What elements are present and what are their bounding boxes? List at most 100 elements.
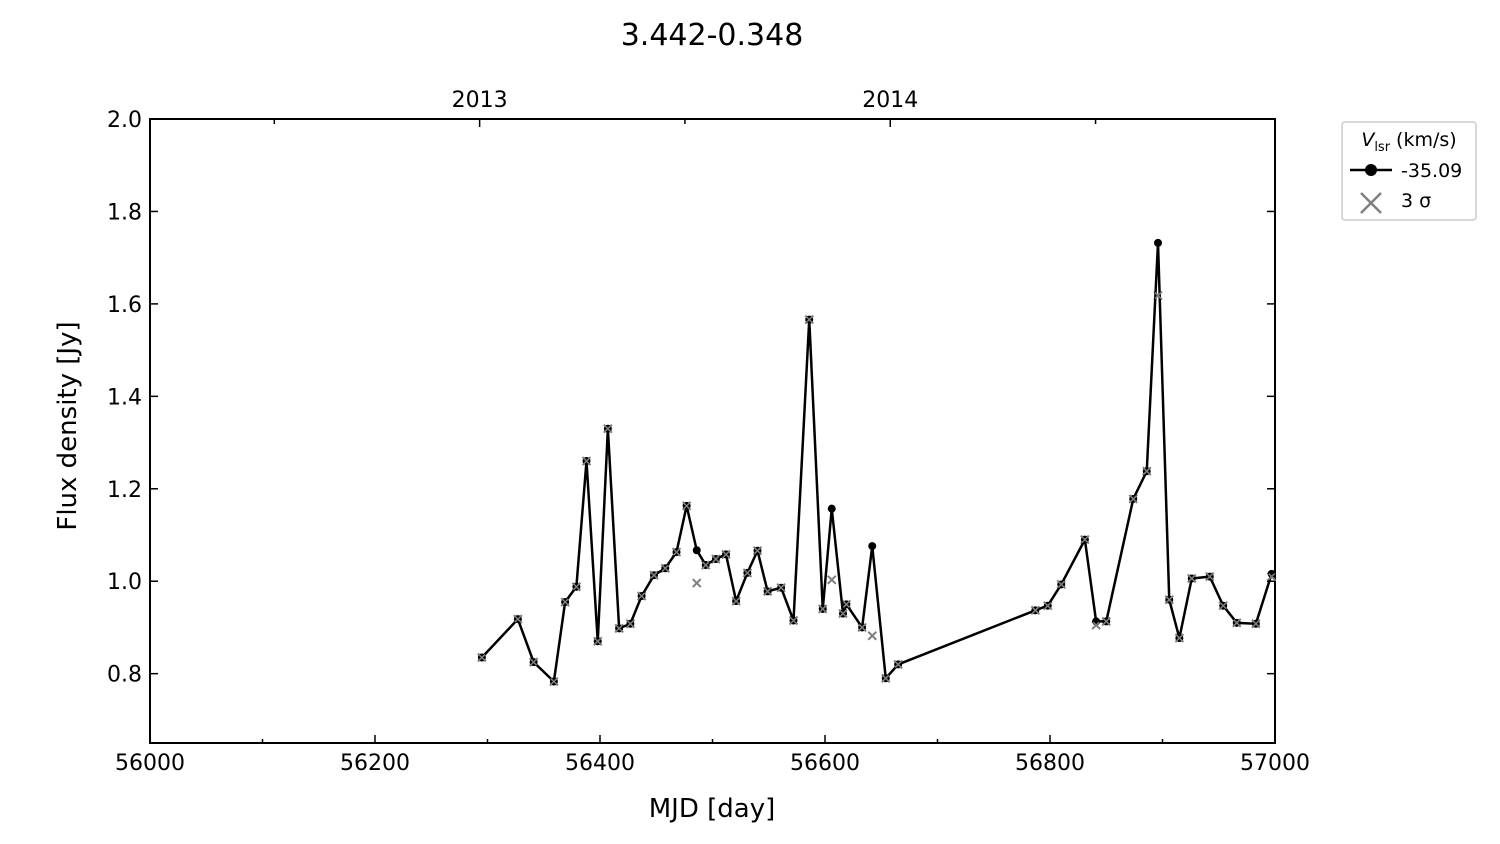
sigma-point-overlay: [839, 610, 847, 618]
sigma-point-overlay: [672, 548, 681, 556]
legend-marker-circle: [1365, 164, 1377, 176]
sigma-point-stroke: [1129, 495, 1137, 503]
sigma-point-overlay: [1081, 536, 1089, 544]
sigma-point-overlay: [530, 658, 538, 666]
sigma-point-stroke: [572, 583, 580, 591]
sigma-point-stroke: [530, 658, 538, 666]
sigma-point-overlay: [712, 555, 720, 563]
legend-title-symbol: V: [1361, 129, 1376, 151]
sigma-point-stroke: [478, 653, 486, 662]
sigma-point-overlay: [604, 425, 612, 433]
sigma-point-stroke: [1252, 620, 1260, 628]
sigma-point-stroke: [1154, 292, 1162, 300]
sigma-point-stroke: [839, 610, 847, 618]
sigma-point-overlay: [683, 502, 691, 510]
sigma-point-overlay: [722, 550, 730, 558]
x-tick-label: 56400: [565, 751, 635, 776]
sigma-point-stroke: [894, 660, 902, 668]
sigma-point-stroke: [1188, 574, 1196, 582]
sigma-point-overlay: [1252, 620, 1260, 628]
legend-title-subscript: lsr: [1374, 140, 1390, 155]
x-tick-label: 56800: [1015, 751, 1085, 776]
sigma-point-overlay: [819, 605, 827, 613]
sigma-point-stroke: [702, 561, 710, 569]
sigma-point-stroke: [842, 600, 850, 608]
sigma-point-stroke: [753, 547, 762, 555]
sigma-point-overlay: [743, 569, 751, 577]
top-year-label: 2014: [862, 88, 918, 113]
sigma-point-stroke: [789, 616, 798, 625]
sigma-point-overlay: [594, 637, 602, 645]
sigma-point-overlay: [1219, 602, 1227, 610]
sigma-point-stroke: [805, 316, 813, 324]
sigma-point-overlay: [1188, 574, 1196, 582]
data-point: [692, 546, 701, 555]
sigma-point-stroke: [615, 624, 623, 632]
sigma-point-stroke: [743, 569, 751, 577]
x-tick-label: 56000: [115, 751, 185, 776]
sigma-point-stroke: [594, 637, 602, 645]
sigma-point-overlay: [764, 587, 772, 595]
sigma-point-overlay: [1268, 573, 1276, 581]
sigma-point-overlay: [702, 561, 710, 569]
sigma-point-overlay: [638, 592, 646, 600]
legend: Vlsr (km/s) -35.09 3 σ: [1341, 121, 1477, 221]
sigma-point-stroke: [777, 584, 785, 592]
sigma-point-overlay: [1175, 634, 1183, 642]
sigma-point-stroke: [1233, 619, 1241, 627]
sigma-point-stroke: [1165, 596, 1173, 604]
data-point: [868, 542, 877, 551]
sigma-point-overlay: [582, 457, 591, 465]
top-year-label: 2013: [452, 88, 508, 113]
sigma-point-stroke: [661, 564, 669, 572]
sigma-point-stroke: [672, 548, 681, 556]
data-point: [1154, 238, 1162, 247]
sigma-point-stroke: [1175, 634, 1183, 642]
x-tick-label: 56200: [340, 751, 410, 776]
legend-title: Vlsr (km/s): [1361, 129, 1456, 155]
plot-area: 56000 56200 56400 56600 56800 57000 0.8 1.0 1.2 1…: [107, 88, 1310, 776]
series-line: [480, 241, 1273, 683]
sigma-point-stroke: [858, 623, 866, 631]
legend-box: [1341, 121, 1477, 221]
plot-frame: [149, 118, 1276, 744]
data-point: [1267, 569, 1276, 578]
sigma-point-overlay: [514, 615, 522, 623]
legend-marker-x: [1360, 192, 1382, 214]
sigma-point-overlay: [828, 576, 836, 584]
sigma-point-stroke: [1219, 602, 1227, 610]
sigma-point-overlay: [777, 584, 785, 592]
legend-entry-series: -35.09: [1401, 160, 1462, 182]
data-point: [827, 504, 836, 513]
sigma-point-overlay: [615, 624, 623, 632]
sigma-point-overlay: [1102, 617, 1110, 625]
x-axis-label: MJD [day]: [649, 794, 776, 824]
sigma-point-overlay: [1143, 467, 1151, 475]
sigma-point-stroke: [683, 502, 691, 510]
y-tick-label: 1.4: [107, 385, 142, 410]
sigma-point-overlay: [1031, 606, 1039, 614]
y-tick-label: 1.8: [107, 200, 142, 225]
sigma-point-stroke: [1057, 580, 1065, 588]
sigma-point-overlay: [478, 653, 486, 662]
sigma-point-overlay: [1165, 596, 1173, 604]
y-tick-label: 1.2: [107, 478, 142, 503]
sigma-point-stroke: [550, 677, 558, 686]
sigma-point-overlay: [561, 598, 569, 606]
y-axis-label: Flux density [Jy]: [53, 321, 83, 530]
sigma-point-overlay: [894, 660, 902, 668]
sigma-point-overlay: [789, 616, 798, 625]
sigma-point-overlay: [753, 547, 762, 555]
sigma-point-stroke: [1102, 617, 1110, 625]
sigma-point-stroke: [1044, 602, 1052, 610]
sigma-point-overlay: [550, 677, 558, 686]
x-tick-label: 56600: [790, 751, 860, 776]
sigma-point-stroke: [650, 571, 658, 579]
sigma-point-stroke: [626, 620, 634, 628]
sigma-point-overlay: [693, 579, 701, 587]
x-tick-label: 57000: [1240, 751, 1310, 776]
sigma-point-stroke: [582, 457, 591, 465]
sigma-point-stroke: [828, 576, 836, 584]
y-tick-label: 1.0: [107, 570, 142, 595]
